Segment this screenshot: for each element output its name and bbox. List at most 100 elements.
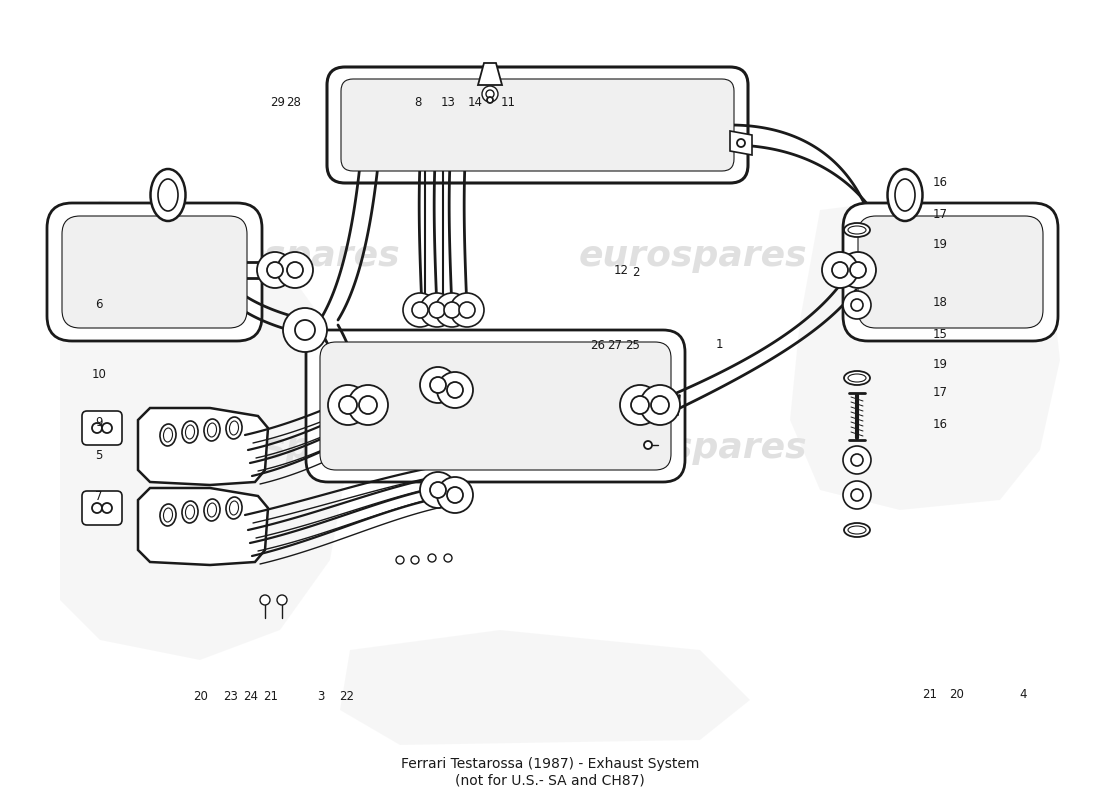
Text: 8: 8 bbox=[415, 96, 421, 109]
Ellipse shape bbox=[230, 501, 239, 515]
Circle shape bbox=[295, 320, 315, 340]
Text: 3: 3 bbox=[318, 690, 324, 702]
Ellipse shape bbox=[182, 421, 198, 443]
Text: 18: 18 bbox=[933, 296, 948, 309]
Circle shape bbox=[851, 299, 864, 311]
Text: 19: 19 bbox=[933, 238, 948, 250]
Circle shape bbox=[287, 262, 303, 278]
Circle shape bbox=[412, 302, 428, 318]
Text: 6: 6 bbox=[96, 298, 102, 310]
Circle shape bbox=[437, 477, 473, 513]
FancyBboxPatch shape bbox=[858, 216, 1043, 328]
Circle shape bbox=[434, 293, 469, 327]
Ellipse shape bbox=[226, 417, 242, 439]
Ellipse shape bbox=[158, 179, 178, 211]
Ellipse shape bbox=[848, 226, 866, 234]
Text: eurospares: eurospares bbox=[579, 239, 807, 273]
Circle shape bbox=[651, 396, 669, 414]
Circle shape bbox=[428, 554, 436, 562]
Circle shape bbox=[487, 97, 493, 103]
Ellipse shape bbox=[182, 501, 198, 523]
Text: 22: 22 bbox=[339, 690, 354, 702]
Circle shape bbox=[420, 472, 456, 508]
Text: 12: 12 bbox=[614, 264, 629, 277]
Ellipse shape bbox=[230, 421, 239, 435]
Ellipse shape bbox=[160, 424, 176, 446]
Circle shape bbox=[822, 252, 858, 288]
Ellipse shape bbox=[204, 419, 220, 441]
Circle shape bbox=[102, 503, 112, 513]
Circle shape bbox=[486, 90, 494, 98]
Circle shape bbox=[447, 487, 463, 503]
Text: 29: 29 bbox=[270, 96, 285, 109]
Circle shape bbox=[420, 367, 456, 403]
Ellipse shape bbox=[164, 428, 173, 442]
Circle shape bbox=[444, 302, 460, 318]
Circle shape bbox=[267, 262, 283, 278]
Circle shape bbox=[840, 252, 876, 288]
Text: 4: 4 bbox=[1020, 688, 1026, 701]
Ellipse shape bbox=[208, 503, 217, 517]
Ellipse shape bbox=[895, 179, 915, 211]
Ellipse shape bbox=[888, 169, 923, 221]
Text: 10: 10 bbox=[91, 368, 107, 381]
Ellipse shape bbox=[844, 371, 870, 385]
Circle shape bbox=[843, 291, 871, 319]
FancyBboxPatch shape bbox=[82, 491, 122, 525]
Ellipse shape bbox=[848, 374, 866, 382]
Text: 17: 17 bbox=[933, 386, 948, 398]
Text: 24: 24 bbox=[243, 690, 258, 702]
Text: 21: 21 bbox=[922, 688, 937, 701]
Circle shape bbox=[359, 396, 377, 414]
Ellipse shape bbox=[844, 523, 870, 537]
Circle shape bbox=[447, 382, 463, 398]
Ellipse shape bbox=[186, 425, 195, 439]
Polygon shape bbox=[656, 395, 680, 418]
Text: 28: 28 bbox=[286, 96, 301, 109]
Ellipse shape bbox=[848, 526, 866, 534]
Text: 26: 26 bbox=[590, 339, 605, 352]
Circle shape bbox=[644, 441, 652, 449]
Polygon shape bbox=[790, 200, 1060, 510]
Circle shape bbox=[92, 423, 102, 433]
Ellipse shape bbox=[151, 169, 186, 221]
Circle shape bbox=[260, 595, 270, 605]
Circle shape bbox=[283, 308, 327, 352]
Polygon shape bbox=[138, 488, 268, 565]
FancyBboxPatch shape bbox=[82, 411, 122, 445]
Text: 17: 17 bbox=[933, 208, 948, 221]
Circle shape bbox=[430, 482, 446, 498]
Circle shape bbox=[339, 396, 358, 414]
Text: 14: 14 bbox=[468, 96, 483, 109]
FancyBboxPatch shape bbox=[843, 203, 1058, 341]
Circle shape bbox=[843, 481, 871, 509]
Ellipse shape bbox=[226, 497, 242, 519]
Circle shape bbox=[437, 372, 473, 408]
Text: 15: 15 bbox=[933, 328, 948, 341]
Circle shape bbox=[851, 454, 864, 466]
Polygon shape bbox=[478, 63, 502, 85]
Circle shape bbox=[851, 264, 864, 276]
FancyBboxPatch shape bbox=[327, 67, 748, 183]
Circle shape bbox=[843, 256, 871, 284]
Circle shape bbox=[277, 595, 287, 605]
Text: 7: 7 bbox=[96, 490, 102, 502]
Circle shape bbox=[328, 385, 369, 425]
Ellipse shape bbox=[164, 508, 173, 522]
Text: 21: 21 bbox=[263, 690, 278, 702]
Text: 20: 20 bbox=[949, 688, 965, 701]
Polygon shape bbox=[730, 131, 752, 155]
Circle shape bbox=[430, 377, 446, 393]
Text: eurospares: eurospares bbox=[172, 239, 400, 273]
FancyBboxPatch shape bbox=[341, 79, 734, 171]
Text: 16: 16 bbox=[933, 418, 948, 430]
Circle shape bbox=[348, 385, 388, 425]
FancyBboxPatch shape bbox=[306, 330, 685, 482]
Text: 19: 19 bbox=[933, 358, 948, 370]
Text: eurospares: eurospares bbox=[172, 431, 400, 465]
Ellipse shape bbox=[208, 423, 217, 437]
Text: 23: 23 bbox=[223, 690, 239, 702]
Circle shape bbox=[737, 139, 745, 147]
Polygon shape bbox=[340, 630, 750, 745]
Circle shape bbox=[444, 554, 452, 562]
